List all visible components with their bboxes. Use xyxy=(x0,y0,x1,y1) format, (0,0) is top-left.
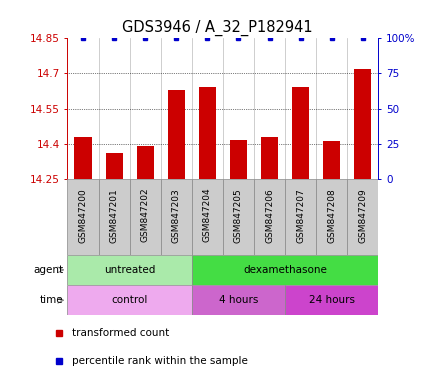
Text: time: time xyxy=(39,295,63,305)
Bar xyxy=(346,179,378,255)
Bar xyxy=(222,179,253,255)
Bar xyxy=(129,179,161,255)
Text: GSM847207: GSM847207 xyxy=(296,188,305,243)
Text: control: control xyxy=(111,295,148,305)
Text: dexamethasone: dexamethasone xyxy=(243,265,326,275)
Text: GSM847204: GSM847204 xyxy=(202,188,211,242)
Text: GSM847205: GSM847205 xyxy=(233,188,243,243)
Bar xyxy=(67,285,191,316)
Bar xyxy=(67,255,191,285)
Bar xyxy=(161,179,191,255)
Bar xyxy=(322,141,339,179)
Bar xyxy=(253,179,285,255)
Bar xyxy=(285,285,378,316)
Text: GSM847201: GSM847201 xyxy=(109,188,118,243)
Bar xyxy=(230,140,247,179)
Bar xyxy=(67,179,98,255)
Bar xyxy=(191,255,378,285)
Text: GSM847209: GSM847209 xyxy=(358,188,367,243)
Bar xyxy=(191,285,285,316)
Bar xyxy=(105,153,122,179)
Bar xyxy=(74,137,91,179)
Bar xyxy=(98,179,129,255)
Bar xyxy=(292,88,309,179)
Bar xyxy=(136,146,153,179)
Text: 4 hours: 4 hours xyxy=(218,295,258,305)
Text: GSM847203: GSM847203 xyxy=(171,188,181,243)
Text: GSM847200: GSM847200 xyxy=(78,188,87,243)
Text: untreated: untreated xyxy=(104,265,155,275)
Text: transformed count: transformed count xyxy=(72,328,169,338)
Text: GDS3946 / A_32_P182941: GDS3946 / A_32_P182941 xyxy=(122,20,312,36)
Text: agent: agent xyxy=(33,265,63,275)
Bar xyxy=(198,88,215,179)
Bar xyxy=(354,69,371,179)
Bar xyxy=(260,137,277,179)
Text: GSM847202: GSM847202 xyxy=(140,188,149,242)
Text: 24 hours: 24 hours xyxy=(308,295,354,305)
Bar xyxy=(168,90,184,179)
Bar xyxy=(285,179,316,255)
Text: percentile rank within the sample: percentile rank within the sample xyxy=(72,356,248,366)
Bar xyxy=(316,179,347,255)
Text: GSM847208: GSM847208 xyxy=(326,188,335,243)
Bar xyxy=(191,179,223,255)
Text: GSM847206: GSM847206 xyxy=(264,188,273,243)
